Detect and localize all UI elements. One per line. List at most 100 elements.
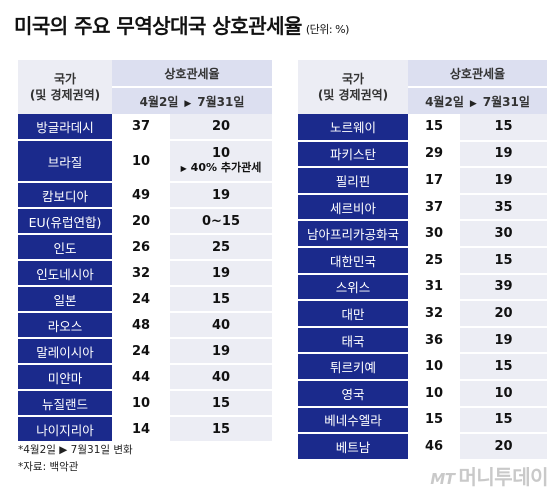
april-rate: 36 [408,326,460,355]
country-header-line2: (및 경제권역) [29,88,101,102]
july-rate: 19 [460,326,547,355]
date-to: 7월31일 [482,94,530,109]
april-rate: 48 [112,312,170,339]
unit-label: (단위: %) [305,23,349,36]
april-rate: 32 [408,300,460,328]
july-rate: 10 [211,146,231,161]
page-title: 미국의 주요 무역상대국 상호관세율 (단위: %) [14,10,349,39]
logo-mark: MT [430,470,455,488]
april-rate: 44 [112,364,170,391]
july-rate: 15 [170,390,272,417]
country-cell: 베네수엘라 [298,406,408,435]
country-header-line1: 국가 [341,72,365,86]
july-rate: 15 [460,406,547,435]
july-rate: 15 [170,286,272,313]
country-cell: 말레이시아 [18,338,112,365]
country-cell: 대한민국 [298,246,408,275]
additional-tariff-note: ▶ 40% 추가관세 [170,161,272,176]
april-rate: 30 [408,220,460,248]
july-rate: 10 [460,379,547,408]
country-header-line1: 국가 [53,72,77,86]
country-cell: 스위스 [298,273,408,302]
country-cell: 방글라데시 [18,114,112,141]
arrow-right-icon: ▶ [184,98,192,109]
july-rate: 20 [170,114,272,141]
footnotes: *4월2일 ▶ 7월31일 변화 *자료: 백악관 [18,442,133,476]
source-footnote: *자료: 백악관 [18,461,79,473]
country-cell: 베트남 [298,433,408,461]
april-rate: 15 [408,114,460,142]
april-rate: 24 [112,286,170,313]
country-header: 국가 (및 경제권역) [298,60,408,114]
april-rate: 31 [408,273,460,302]
april-rate: 10 [112,140,170,183]
date-header: 4월2일 ▶ 7월31일 [112,87,272,114]
country-cell: EU(유럽연합) [18,208,112,235]
july-rate: 40 [170,312,272,339]
country-header: 국가 (및 경제권역) [18,60,112,114]
logo-name: 머니투데이 [458,465,549,489]
april-rate: 32 [112,260,170,287]
country-cell: 남아프리카공화국 [298,220,408,248]
country-cell: 튀르키예 [298,353,408,381]
country-cell: 나이지리아 [18,416,112,443]
july-rate: 30 [460,220,547,248]
july-rate: 20 [460,300,547,328]
arrow-right-icon: ▶ [180,164,187,173]
april-rate: 15 [408,406,460,435]
july-rate: 35 [460,193,547,222]
july-rate: 25 [170,234,272,261]
july-rate: 15 [460,353,547,381]
july-rate: 19 [170,338,272,365]
date-from: 4월2일 [139,94,179,109]
country-cell: 세르비아 [298,193,408,222]
country-cell: 미얀마 [18,364,112,391]
tariff-table-left: 국가 (및 경제권역) 상호관세율 4월2일 ▶ 7월31일 방글라데시 37 20 브… [18,60,272,443]
country-cell: 라오스 [18,312,112,339]
april-rate: 17 [408,167,460,195]
date-to: 7월31일 [197,94,245,109]
date-from: 4월2일 [425,94,464,109]
country-cell: 영국 [298,379,408,408]
april-rate: 25 [408,246,460,275]
country-cell: 뉴질랜드 [18,390,112,417]
tariff-header: 상호관세율 [112,60,272,88]
july-rate-cell: 10 ▶ 40% 추가관세 [170,140,272,183]
april-rate: 10 [112,390,170,417]
tariff-header: 상호관세율 [408,60,547,88]
april-rate: 26 [112,234,170,261]
country-header-line2: (및 경제권역) [317,88,389,102]
july-rate: 15 [460,114,547,142]
july-rate: 15 [170,416,272,443]
additional-tariff-text: 40% 추가관세 [190,161,262,174]
country-cell: 브라질 [18,140,112,183]
country-cell: 필리핀 [298,167,408,195]
tariff-table-right: 국가 (및 경제권역) 상호관세율 4월2일 ▶ 7월31일 노르웨이 15 15 파키… [298,60,547,461]
july-rate: 39 [460,273,547,302]
april-rate: 29 [408,140,460,169]
arrow-right-icon: ▶ [469,98,477,109]
july-rate: 19 [460,167,547,195]
april-rate: 14 [112,416,170,443]
country-cell: 캄보디아 [18,182,112,209]
publisher-logo: MT 머니투데이 [430,461,548,490]
april-rate: 37 [408,193,460,222]
july-rate: 20 [460,433,547,461]
april-rate: 10 [408,379,460,408]
april-rate: 10 [408,353,460,381]
country-cell: 대만 [298,300,408,328]
date-header: 4월2일 ▶ 7월31일 [408,87,547,114]
country-cell: 파키스탄 [298,140,408,169]
april-rate: 37 [112,114,170,141]
country-cell: 일본 [18,286,112,313]
july-rate: 19 [170,260,272,287]
july-rate: 19 [460,140,547,169]
country-cell: 노르웨이 [298,114,408,142]
april-rate: 49 [112,182,170,209]
april-rate: 46 [408,433,460,461]
april-rate: 20 [112,208,170,235]
july-rate: 19 [170,182,272,209]
july-rate: 0~15 [170,208,272,235]
change-footnote: *4월2일 ▶ 7월31일 변화 [18,444,133,456]
country-cell: 태국 [298,326,408,355]
